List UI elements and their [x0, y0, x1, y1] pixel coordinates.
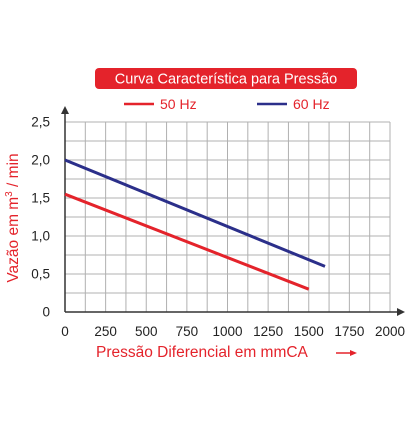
series-line-50hz: [64, 192, 310, 291]
x-tick-label: 0: [61, 324, 69, 339]
x-axis-ticks: 0 250 500 750 1000 1250 1500 1750 2000: [61, 324, 405, 339]
y-axis-arrow: [61, 106, 69, 114]
x-axis-arrow: [397, 308, 405, 316]
y-axis-title: Vazão em m3 / min: [4, 153, 22, 282]
y-tick-label: 2,0: [31, 153, 50, 168]
x-tick-label: 1500: [294, 324, 324, 339]
y-tick-label: 1,0: [31, 229, 50, 244]
y-tick-label: 1,5: [31, 191, 50, 206]
y-axis-title-unit: / min: [5, 153, 22, 191]
y-tick-label: 2,5: [31, 115, 50, 130]
x-tick-label: 1250: [253, 324, 283, 339]
y-axis-ticks: 0 0,5 1,0 1,5 2,0 2,5: [31, 115, 50, 320]
y-tick-label: 0: [42, 305, 50, 320]
series-line-60hz: [64, 158, 326, 268]
legend: 50 Hz 60 Hz: [124, 96, 330, 112]
y-axis-title-main: Vazão em m: [5, 197, 22, 283]
series-lines: [64, 158, 326, 291]
legend-label: 60 Hz: [293, 96, 330, 112]
legend-label: 50 Hz: [160, 96, 197, 112]
grid: [65, 121, 391, 312]
x-tick-label: 2000: [375, 324, 405, 339]
axes: [61, 106, 405, 316]
x-axis-arrow: [336, 350, 357, 356]
chart-title-background: [95, 68, 357, 89]
y-axis-title-superscript: 3: [4, 191, 15, 197]
x-tick-label: 750: [176, 324, 199, 339]
x-tick-label: 1750: [334, 324, 364, 339]
chart-title-text: Curva Característica para Pressão: [115, 72, 337, 88]
chart-title: Curva Característica para Pressão: [95, 68, 357, 89]
x-tick-label: 250: [94, 324, 117, 339]
x-axis-title: Pressão Diferencial em mmCA: [96, 344, 309, 361]
x-tick-label: 500: [135, 324, 158, 339]
y-tick-label: 0,5: [31, 267, 50, 282]
x-tick-label: 1000: [212, 324, 242, 339]
